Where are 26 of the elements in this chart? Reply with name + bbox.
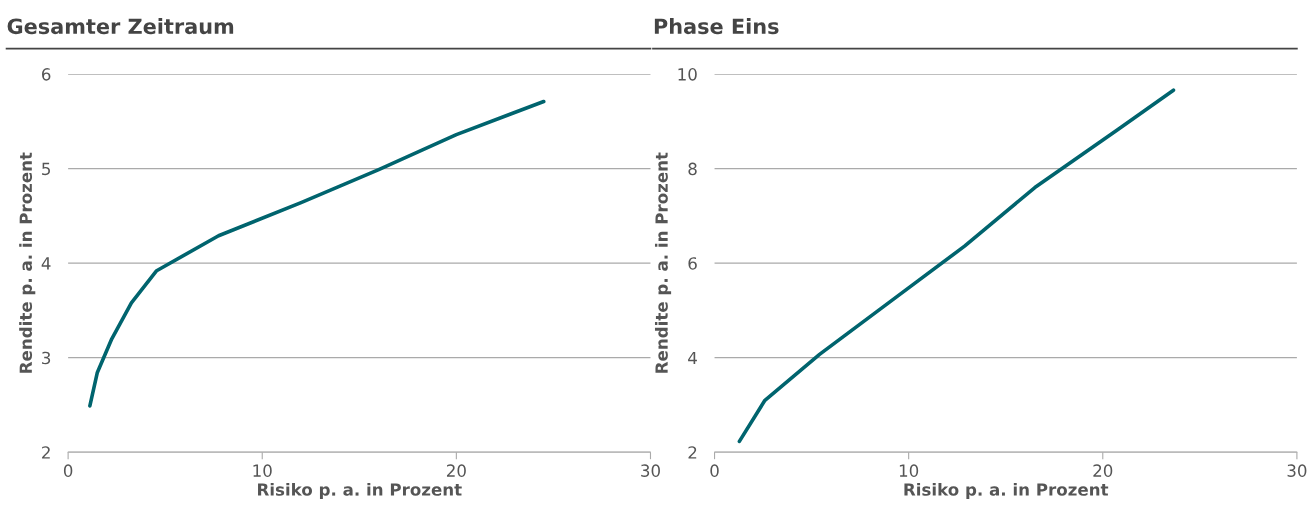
y-tick-label: 6 [42,68,51,81]
y-tick-label: 2 [688,446,697,459]
x-tick-label: 0 [710,464,719,477]
x-axis-title: Risiko p. a. in Prozent [258,482,462,500]
x-tick-label: 30 [1287,464,1307,477]
line-series [88,99,546,408]
x-tick-label: 10 [899,464,919,477]
y-tick-label: 4 [688,351,697,365]
y-tick-label: 8 [688,162,697,176]
y-tick-label: 3 [42,351,51,365]
x-tick-label: 10 [253,464,272,477]
y-axis-title: Rendite p. a. in Prozent [654,152,672,373]
y-tick-label: 5 [42,162,50,176]
x-axis-title: Risiko p. a. in Prozent [904,482,1109,500]
y-tick-label: 10 [678,68,697,81]
x-tick-label: 0 [63,464,73,477]
y-tick-label: 4 [41,257,51,270]
x-tick-label: 20 [1093,464,1113,477]
chart-title: Gesamter Zeitraum [7,18,234,35]
chart-title: Phase Eins [654,18,779,35]
y-tick-label: 2 [42,446,50,459]
x-tick-label: 20 [446,464,466,477]
line-series [737,88,1176,444]
y-axis-title: Rendite p. a. in Prozent [19,152,36,373]
x-tick-label: 30 [641,464,660,477]
y-tick-label: 6 [688,257,697,270]
